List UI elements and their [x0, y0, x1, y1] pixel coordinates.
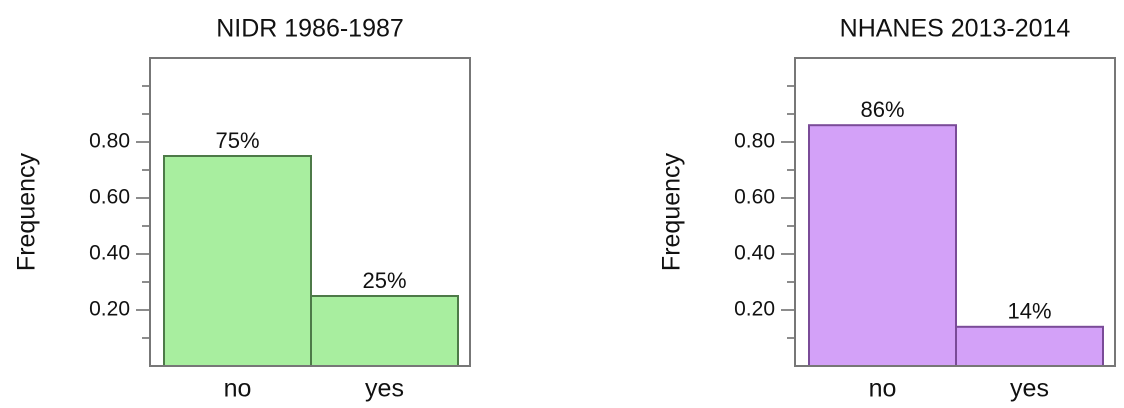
x-tick-label: yes: [1010, 375, 1049, 403]
chart-title: NHANES 2013-2014: [840, 15, 1071, 43]
y-tick-label: 0.40: [734, 242, 775, 265]
y-tick-label: 0.20: [89, 298, 130, 321]
value-label: 86%: [860, 97, 904, 122]
value-label: 25%: [362, 268, 406, 293]
value-label: 14%: [1007, 299, 1051, 324]
y-tick-label: 0.60: [89, 186, 130, 209]
y-tick-label: 0.40: [89, 242, 130, 265]
y-axis-label: Frequency: [13, 152, 41, 271]
bar: [808, 124, 957, 367]
y-axis-label: Frequency: [658, 152, 686, 271]
x-tick-label: no: [869, 375, 897, 403]
y-tick-label: 0.80: [89, 130, 130, 153]
bar: [310, 295, 459, 367]
x-tick-label: no: [224, 375, 252, 403]
bar: [163, 155, 312, 367]
value-label: 75%: [215, 128, 259, 153]
bar: [955, 325, 1104, 367]
x-tick-label: yes: [365, 375, 404, 403]
y-tick-label: 0.20: [734, 298, 775, 321]
chart-title: NIDR 1986-1987: [216, 15, 404, 43]
y-tick-label: 0.60: [734, 186, 775, 209]
plot-frame: [794, 57, 1116, 367]
y-tick-label: 0.80: [734, 130, 775, 153]
plot-frame: [149, 57, 471, 367]
